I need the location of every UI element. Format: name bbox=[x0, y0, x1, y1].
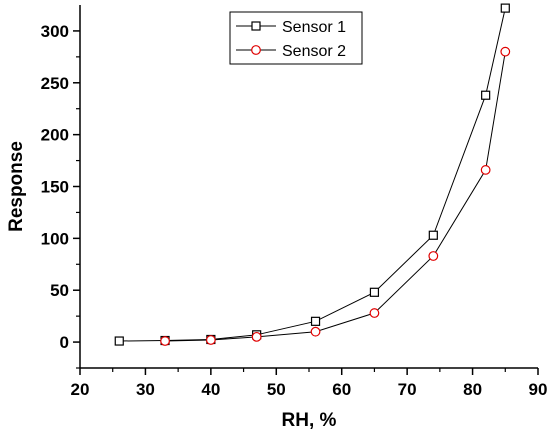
y-tick-label: 200 bbox=[41, 126, 69, 145]
legend-label: Sensor 1 bbox=[282, 19, 346, 36]
x-tick-label: 20 bbox=[71, 380, 90, 399]
x-tick-label: 30 bbox=[136, 380, 155, 399]
y-tick-label: 300 bbox=[41, 22, 69, 41]
y-tick-label: 50 bbox=[50, 281, 69, 300]
series-layer bbox=[114, 3, 511, 346]
series-1-point bbox=[310, 316, 321, 326]
legend-entry: Sensor 1 bbox=[236, 19, 346, 36]
y-tick-label: 250 bbox=[41, 74, 69, 93]
legend-marker-square bbox=[251, 21, 261, 31]
y-tick-label: 100 bbox=[41, 229, 69, 248]
series-2-point bbox=[160, 336, 170, 346]
series-1-point bbox=[428, 230, 438, 240]
series-2-point bbox=[500, 46, 511, 57]
x-tick-label: 40 bbox=[201, 380, 220, 399]
y-tick-label: 150 bbox=[41, 178, 69, 197]
series-2-point bbox=[369, 308, 380, 318]
series-2-point bbox=[205, 335, 216, 345]
y-axis-title: Response bbox=[6, 141, 27, 232]
legend: Sensor 1 Sensor 2 bbox=[229, 11, 363, 65]
series-2-point bbox=[310, 326, 321, 337]
x-tick-label: 50 bbox=[267, 380, 286, 399]
series-2-point bbox=[480, 165, 491, 175]
y-tick-label: 0 bbox=[60, 333, 69, 352]
legend-box bbox=[229, 11, 363, 65]
series-1-point bbox=[500, 3, 510, 13]
x-tick-label: 80 bbox=[463, 380, 482, 399]
legend-entry: Sensor 2 bbox=[236, 43, 346, 60]
x-tick-label: 70 bbox=[398, 380, 417, 399]
series-1-point bbox=[369, 287, 380, 297]
legend-marker-circle bbox=[251, 45, 261, 55]
x-tick-label: 60 bbox=[332, 380, 351, 399]
series-1-point bbox=[481, 90, 491, 100]
series-2-line bbox=[165, 51, 506, 342]
series-2-point bbox=[428, 251, 439, 261]
series-2-point bbox=[251, 331, 262, 342]
legend-label: Sensor 2 bbox=[282, 43, 346, 60]
x-tick-label: 90 bbox=[529, 380, 548, 399]
series-2 bbox=[160, 46, 511, 346]
x-axis-title: RH, % bbox=[282, 410, 337, 431]
series-1-point bbox=[114, 336, 124, 346]
axes: 20 30 40 50 60 70 80 90 0 50 100 150 200 250 300 bbox=[41, 5, 548, 399]
